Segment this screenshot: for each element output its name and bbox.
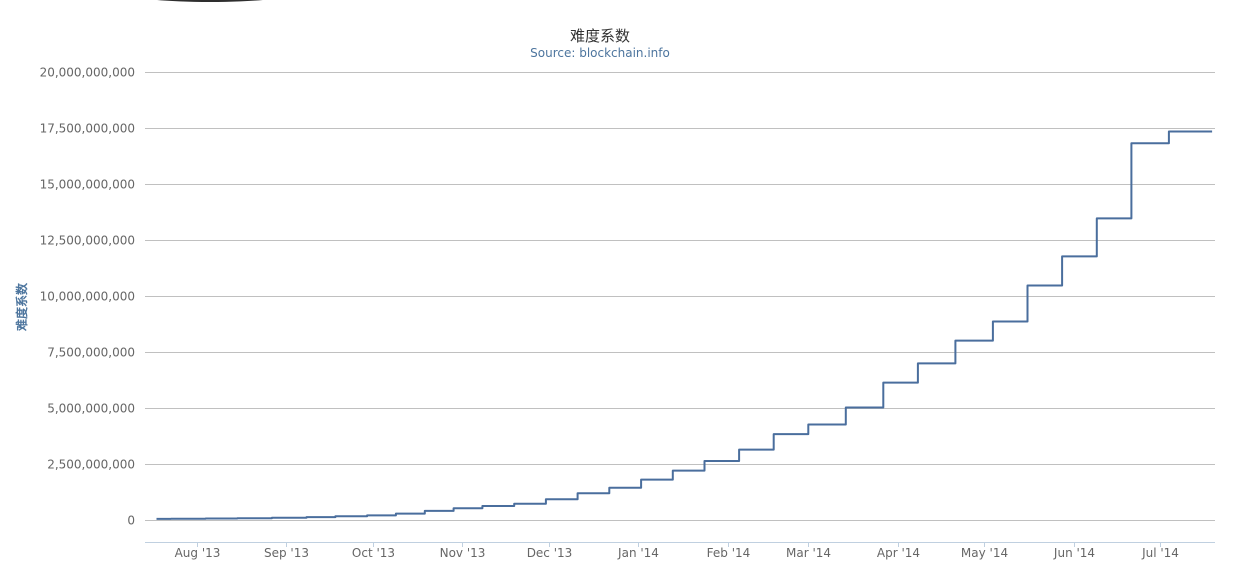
y-tick-label: 15,000,000,000	[40, 178, 135, 192]
x-tick-label: Feb '14	[707, 546, 751, 560]
x-tick-label: Dec '13	[527, 546, 573, 560]
x-tick-label: May '14	[961, 546, 1008, 560]
chart-title: 难度系数	[569, 27, 630, 45]
y-tick-label: 17,500,000,000	[40, 122, 135, 136]
y-tick-label: 2,500,000,000	[47, 458, 135, 472]
axis-layer: 0 2,500,000,000 5,000,000,000 7,500,000,000…	[40, 66, 1215, 560]
series-line[interactable]	[156, 130, 1213, 520]
chart-subtitle: Source: blockchain.info	[530, 46, 670, 60]
x-tick-label: Jun '14	[1053, 546, 1095, 560]
x-tick-label: Sep '13	[264, 546, 309, 560]
y-tick-label: 0	[127, 514, 135, 528]
y-axis-label: 难度系数	[14, 282, 29, 332]
y-tick-label: 5,000,000,000	[47, 402, 135, 416]
x-tick-label: Mar '14	[786, 546, 831, 560]
grid-layer	[145, 72, 1215, 521]
y-tick-label: 20,000,000,000	[40, 66, 135, 80]
series-layer	[156, 130, 1213, 520]
x-tick-label: Aug '13	[175, 546, 221, 560]
x-tick-label: Apr '14	[877, 546, 920, 560]
x-tick-label: Jan '14	[617, 546, 659, 560]
y-tick-label: 12,500,000,000	[40, 234, 135, 248]
y-tick-label: 7,500,000,000	[47, 346, 135, 360]
x-tick-label: Jul '14	[1141, 546, 1179, 560]
y-tick-label: 10,000,000,000	[40, 290, 135, 304]
x-tick-label: Nov '13	[440, 546, 486, 560]
decorative-ellipse	[130, 0, 290, 2]
x-tick-label: Oct '13	[352, 546, 395, 560]
